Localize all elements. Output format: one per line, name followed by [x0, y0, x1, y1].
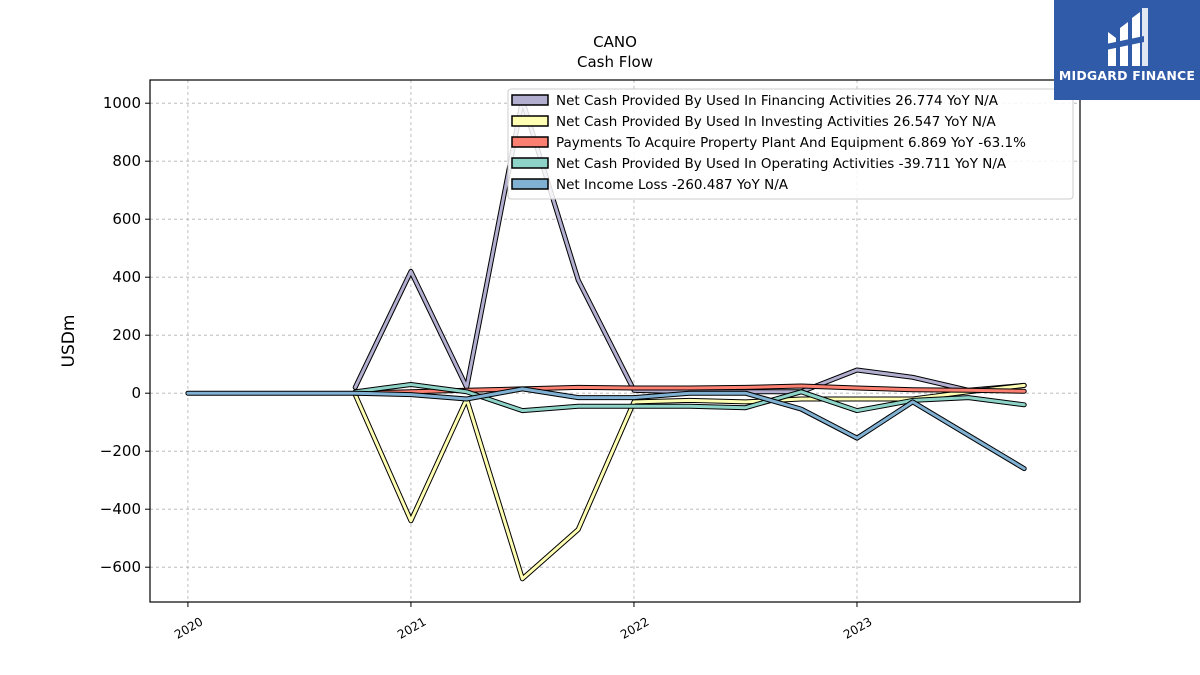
- y-axis-label: USDm: [59, 315, 79, 368]
- legend-entry: Net Cash Provided By Used In Financing A…: [556, 93, 999, 109]
- y-tick-label: 600: [112, 210, 141, 228]
- legend: Net Cash Provided By Used In Financing A…: [507, 88, 1074, 200]
- legend-entry: Payments To Acquire Property Plant And E…: [556, 135, 1026, 151]
- chart-title: CANO: [593, 33, 637, 51]
- series-line-core: [186, 387, 1026, 471]
- legend-box: [507, 88, 1074, 200]
- legend-entry: Net Cash Provided By Used In Investing A…: [556, 114, 997, 130]
- y-tick-label: −200: [100, 442, 141, 460]
- y-tick-label: 400: [112, 268, 141, 286]
- legend-entry: Net Cash Provided By Used In Operating A…: [556, 156, 1007, 172]
- x-tick-label: 2022: [618, 614, 651, 641]
- x-tick-label: 2020: [172, 614, 205, 641]
- logo-text: MIDGARD FINANCE: [1058, 68, 1196, 83]
- y-tick-label: 0: [131, 384, 141, 402]
- legend-swatch: [511, 115, 549, 127]
- chart-subtitle: Cash Flow: [577, 53, 653, 71]
- midgard-finance-logo: MIDGARD FINANCE: [1054, 0, 1200, 100]
- plot-frame: [149, 79, 1081, 603]
- series-line-core: [353, 383, 1026, 581]
- legend-swatch: [511, 157, 549, 169]
- y-tick-label: 800: [112, 152, 141, 170]
- x-tick-label: 2021: [395, 614, 428, 641]
- x-tick-label: 2023: [841, 614, 874, 641]
- legend-entry: Net Income Loss -260.487 YoY N/A: [556, 177, 789, 193]
- legend-swatch: [511, 136, 549, 148]
- logo-mark-icon: [1106, 8, 1148, 66]
- legend-swatch: [511, 94, 549, 106]
- series-line-outline: [352, 382, 1027, 582]
- legend-swatch: [511, 178, 549, 190]
- y-tick-label: −400: [100, 500, 141, 518]
- y-tick-label: 200: [112, 326, 141, 344]
- y-tick-label: 1000: [103, 94, 141, 112]
- series-line: [352, 382, 1027, 582]
- y-tick-label: −600: [100, 558, 141, 576]
- series-line: [185, 386, 1027, 472]
